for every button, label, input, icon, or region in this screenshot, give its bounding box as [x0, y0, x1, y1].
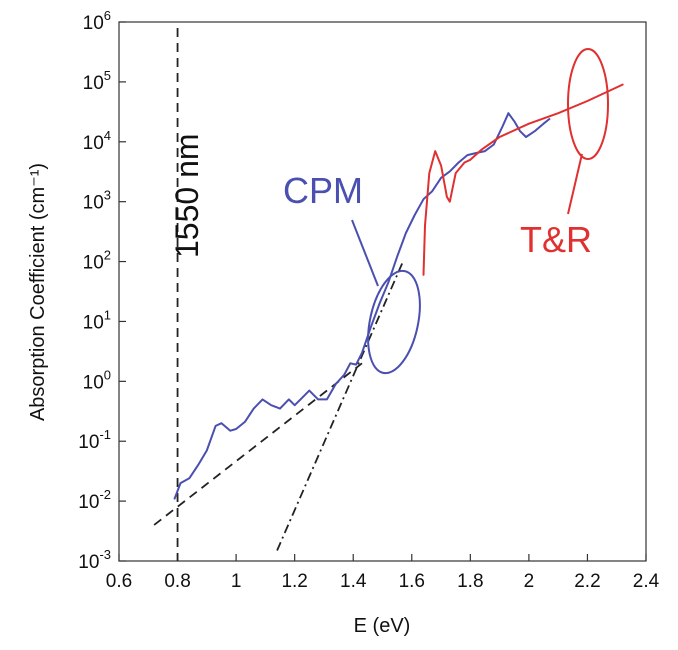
series-group: [173, 83, 624, 500]
x-tick-label: 1.8: [457, 571, 483, 592]
x-tick-label: 1.4: [340, 571, 367, 592]
y-tick-label: 102: [83, 248, 111, 274]
x-tick-label: 0.8: [164, 571, 190, 592]
annotation-cpm: CPM: [283, 170, 363, 211]
reference-line-1: [153, 362, 363, 526]
y-tick-label: 10-2: [78, 487, 111, 513]
annotations: CPM T&R 1550 nm: [169, 48, 609, 375]
y-tick-label: 10-3: [78, 547, 111, 573]
x-ticks: 0.6 0.8 1 1.2 1.4 1.6 1.8 2 2.2 2.4: [106, 554, 660, 592]
reference-lines: [153, 28, 404, 561]
series-line-tr: [422, 83, 624, 276]
x-tick-label: 2.4: [633, 571, 660, 592]
x-tick-label: 1: [231, 571, 242, 592]
x-tick-label: 2.2: [574, 571, 600, 592]
plot-frame: [118, 21, 647, 562]
y-tick-label: 105: [83, 68, 111, 94]
x-tick-label: 1.2: [281, 571, 307, 592]
cpm-callout-leader: [351, 219, 379, 287]
reference-line-2: [276, 261, 404, 551]
annotation-tr: T&R: [520, 219, 592, 260]
y-ticks: 10-3 10-2 10-1 100 101 102 103 104 105 106: [78, 8, 126, 573]
y-tick-label: 103: [83, 188, 111, 214]
series-line-cpm: [173, 112, 551, 500]
x-axis-title: E (eV): [354, 615, 411, 637]
cpm-callout-ellipse: [367, 269, 421, 375]
x-tick-label: 1.6: [399, 571, 425, 592]
y-tick-label: 104: [83, 128, 111, 154]
tr-callout-leader: [567, 153, 583, 215]
x-tick-label: 0.6: [106, 571, 132, 592]
y-tick-label: 10-1: [78, 427, 111, 453]
annotation-1550nm: 1550 nm: [169, 133, 205, 258]
y-tick-label: 101: [83, 307, 111, 333]
x-tick-label: 2: [524, 571, 535, 592]
y-tick-label: 106: [83, 8, 111, 34]
tr-callout-ellipse: [567, 48, 609, 160]
y-axis-title: Absorption Coefficient (cm⁻¹): [27, 163, 49, 421]
y-tick-label: 100: [83, 367, 111, 393]
